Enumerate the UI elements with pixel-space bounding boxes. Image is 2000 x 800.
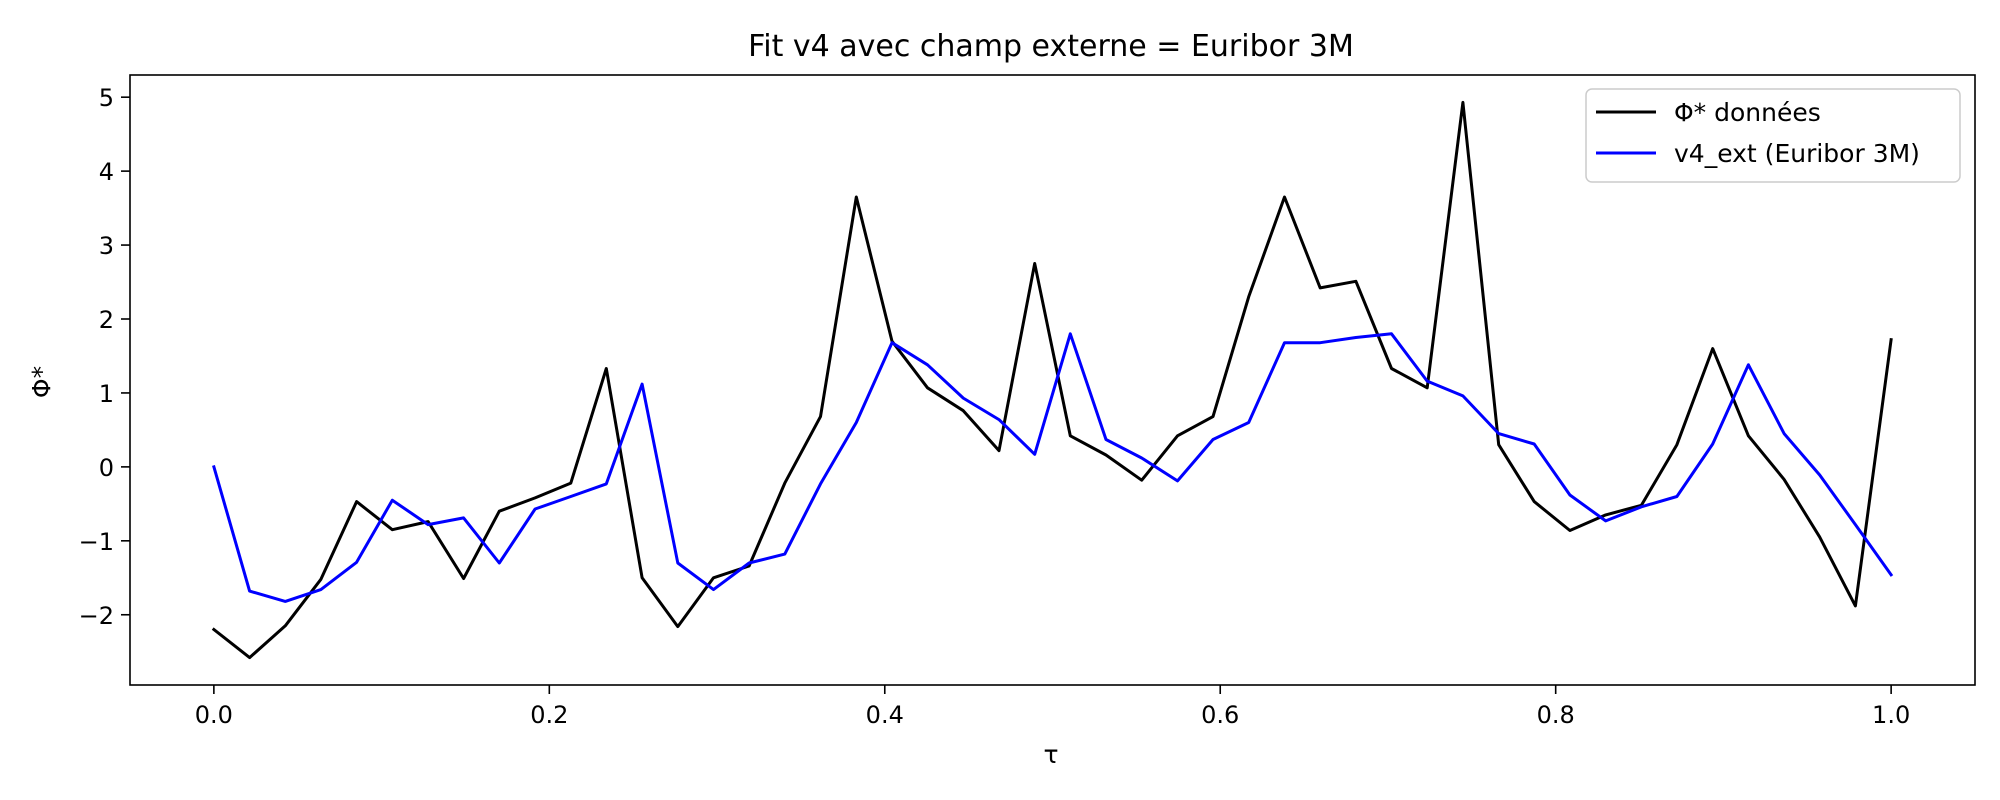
x-tick-label: 0.0 xyxy=(195,701,233,729)
y-tick-label: 2 xyxy=(99,306,114,334)
y-axis-ticks: −2 −1 0 1 2 3 4 5 xyxy=(79,84,130,630)
y-tick-label: 3 xyxy=(99,232,114,260)
y-tick-label: 4 xyxy=(99,158,114,186)
x-tick-label: 1.0 xyxy=(1872,701,1910,729)
legend-label-v4-ext: v4_ext (Euribor 3M) xyxy=(1674,139,1920,168)
x-axis-ticks: 0.0 0.2 0.4 0.6 0.8 1.0 xyxy=(195,685,1910,729)
legend-box xyxy=(1585,88,1961,183)
x-tick-label: 0.8 xyxy=(1537,701,1575,729)
y-axis-label: Φ* xyxy=(27,366,56,398)
series-layer xyxy=(211,100,1894,660)
plot-frame xyxy=(129,74,1976,686)
y-tick-label: 1 xyxy=(99,380,114,408)
x-axis-label: τ xyxy=(1043,740,1058,769)
legend-label-phi-donnees: Φ* données xyxy=(1674,98,1821,127)
legend: Φ* données v4_ext (Euribor 3M) xyxy=(1585,88,1961,183)
x-tick-label: 0.6 xyxy=(1201,701,1239,729)
series-line-v4-ext xyxy=(212,332,1894,603)
x-tick-label: 0.2 xyxy=(530,701,568,729)
series-line-phi-donnees xyxy=(211,100,1893,660)
x-tick-label: 0.4 xyxy=(866,701,904,729)
y-tick-label: −2 xyxy=(79,602,114,630)
chart-title: Fit v4 avec champ externe = Euribor 3M xyxy=(748,29,1354,64)
y-tick-label: −1 xyxy=(79,528,114,556)
y-tick-label: 5 xyxy=(99,84,114,112)
y-tick-label: 0 xyxy=(99,454,114,482)
